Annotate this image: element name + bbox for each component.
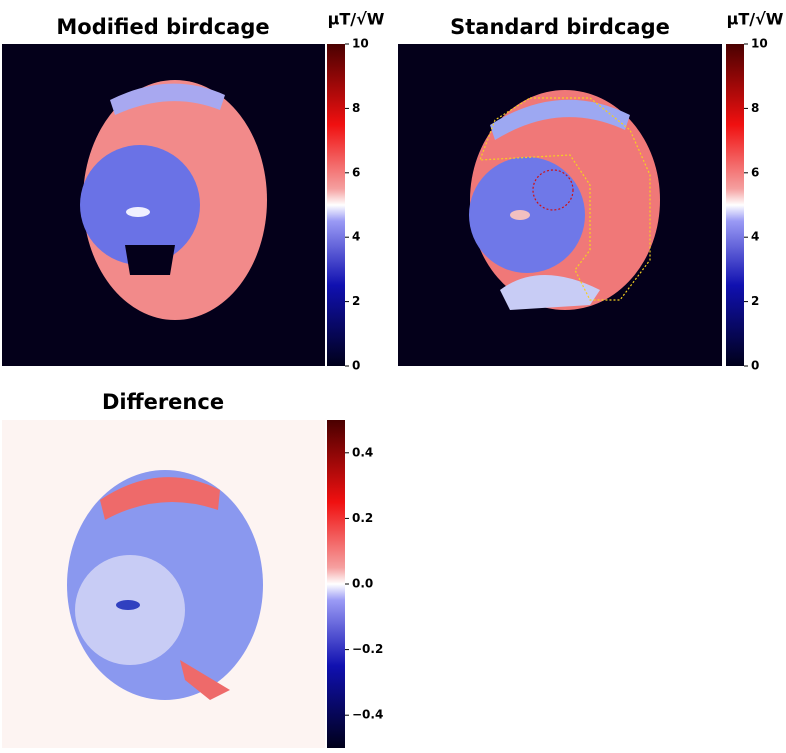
panel-title: Standard birdcage — [450, 15, 670, 39]
tick-label: 4 — [352, 230, 360, 244]
tick-label: 0 — [751, 359, 759, 373]
tick-label: 6 — [352, 165, 360, 179]
tick-label: 2 — [352, 294, 360, 308]
tick-label: 8 — [751, 101, 759, 115]
colorbar-label: μT/√W — [727, 10, 784, 29]
tick-label: −0.4 — [352, 708, 383, 722]
image-modified — [2, 44, 325, 366]
tick-label: 2 — [751, 294, 759, 308]
panel-title: Difference — [102, 390, 224, 414]
tick-label: 8 — [352, 101, 360, 115]
tick-label: 0.0 — [352, 577, 373, 591]
panel-title: Modified birdcage — [56, 15, 269, 39]
colorbar-label: μT/√W — [328, 10, 385, 29]
tick-label: 10 — [751, 37, 768, 51]
tick-label: 0.4 — [352, 445, 373, 459]
tick-label: 0.2 — [352, 511, 373, 525]
colorbar — [327, 44, 345, 366]
tick-label: 6 — [751, 165, 759, 179]
colorbar — [726, 44, 744, 366]
tick-label: 10 — [352, 37, 369, 51]
image-standard — [398, 44, 722, 366]
image-difference — [2, 420, 325, 748]
colorbar — [327, 420, 345, 748]
tick-label: −0.2 — [352, 642, 383, 656]
tick-label: 4 — [751, 230, 759, 244]
tick-label: 0 — [352, 359, 360, 373]
